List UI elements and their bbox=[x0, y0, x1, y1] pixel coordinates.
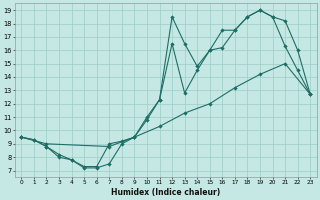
X-axis label: Humidex (Indice chaleur): Humidex (Indice chaleur) bbox=[111, 188, 220, 197]
